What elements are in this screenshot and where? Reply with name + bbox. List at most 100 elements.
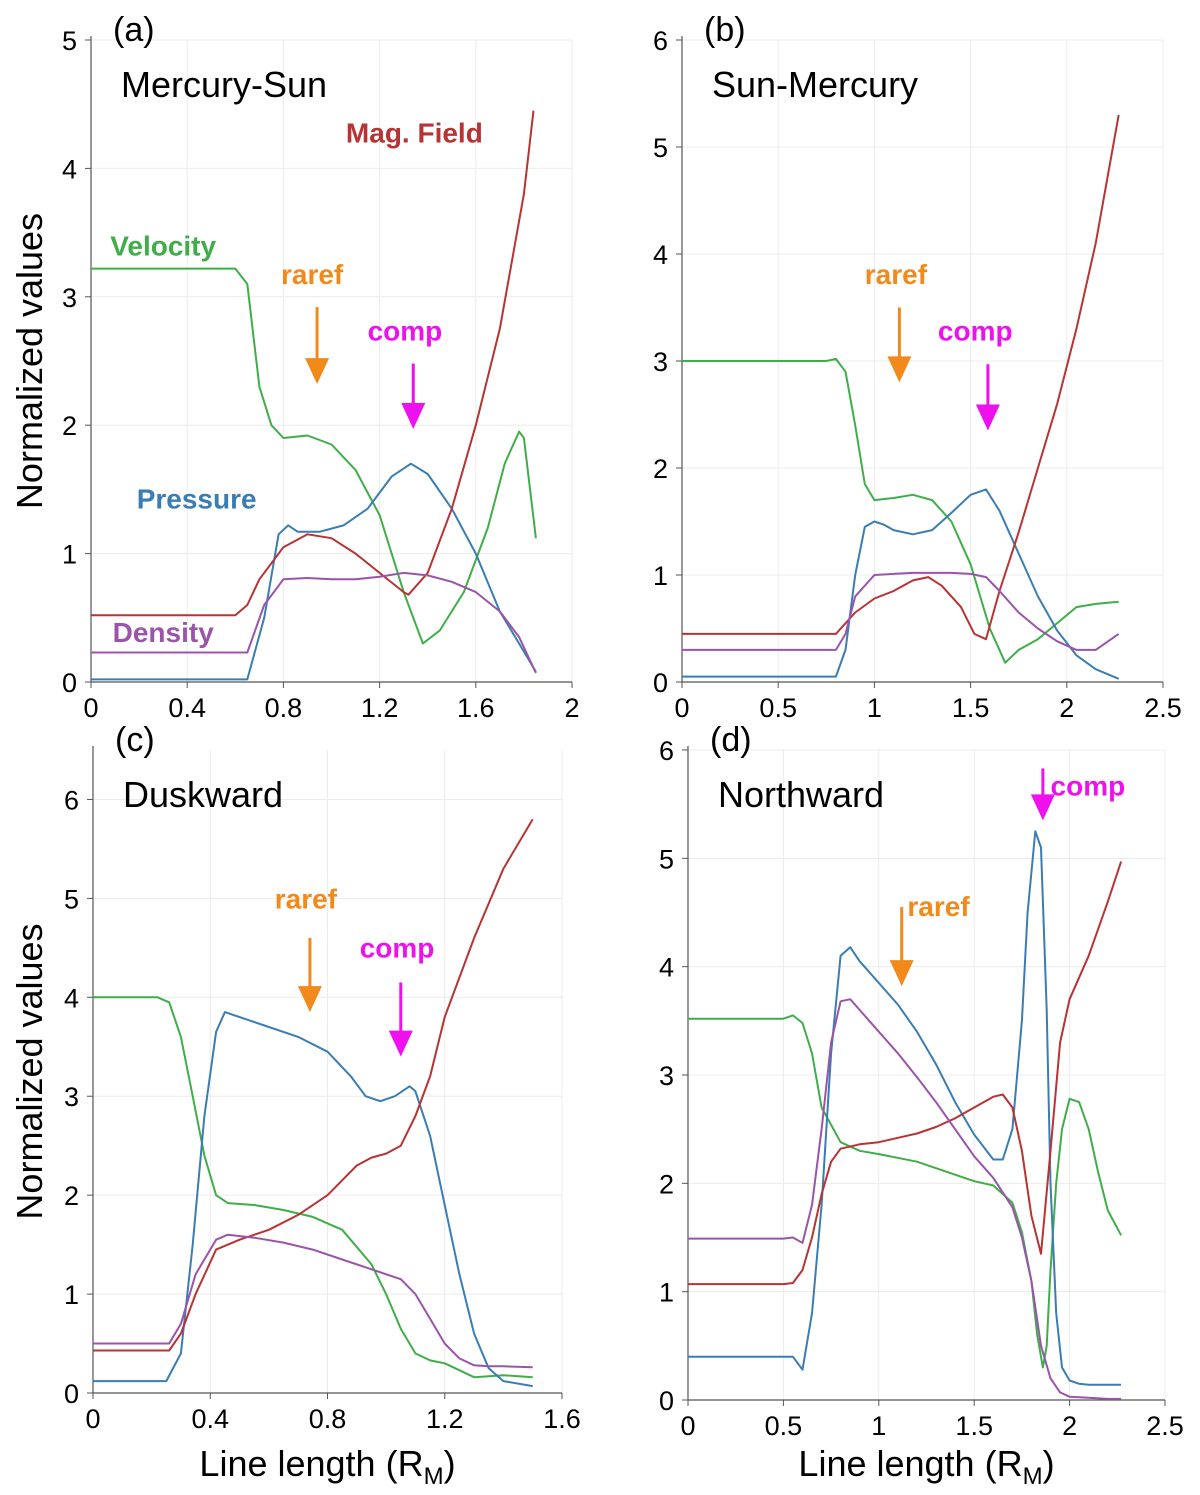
x-tick-label: 1.2 bbox=[426, 1404, 464, 1434]
x-tick-label: 1.6 bbox=[543, 1404, 581, 1434]
series-line-density bbox=[688, 998, 1122, 1400]
x-tick-label: 1.2 bbox=[361, 693, 399, 723]
y-tick-label: 1 bbox=[653, 561, 668, 591]
y-tick-label: 1 bbox=[62, 540, 77, 570]
y-tick-label: 4 bbox=[653, 240, 668, 270]
x-tick-label: 2.5 bbox=[1144, 693, 1182, 723]
x-tick-label: 0 bbox=[83, 693, 98, 723]
y-tick-label: 5 bbox=[659, 844, 674, 874]
x-axis-title-main: Line length (R bbox=[199, 1443, 423, 1484]
y-axis-title: Normalized values bbox=[9, 213, 50, 509]
x-tick-label: 0.4 bbox=[191, 1404, 229, 1434]
series-line-mag-field bbox=[688, 861, 1123, 1286]
y-tick-label: 0 bbox=[659, 1386, 674, 1416]
y-tick-label: 6 bbox=[659, 736, 674, 766]
y-tick-label: 4 bbox=[64, 983, 79, 1013]
series-line-density bbox=[91, 571, 537, 674]
x-axis-title-subscript: M bbox=[424, 1463, 444, 1490]
series-line-density bbox=[93, 1233, 533, 1369]
x-tick-label: 1.6 bbox=[457, 693, 495, 723]
x-tick-label: 1.5 bbox=[952, 693, 990, 723]
series-line-pressure bbox=[688, 830, 1122, 1386]
series-label-density: Density bbox=[113, 617, 215, 648]
annotation-arrow-head bbox=[975, 404, 1000, 431]
panel-tag: (d) bbox=[710, 721, 752, 759]
x-axis-title-close: ) bbox=[444, 1443, 456, 1484]
panel-title: Duskward bbox=[123, 774, 283, 815]
panel-c: 0 0.4 0.8 1.2 1.6 0 1 2 3 4 5 6 (c) Duskward raref comp… bbox=[9, 721, 581, 1490]
x-tick-label: 0.5 bbox=[759, 693, 797, 723]
x-axis-title-close: ) bbox=[1043, 1443, 1055, 1484]
y-tick-label: 3 bbox=[659, 1061, 674, 1091]
y-tick-label: 3 bbox=[64, 1082, 79, 1112]
x-tick-label: 2 bbox=[564, 693, 579, 723]
annotation-arrow-head bbox=[305, 358, 330, 385]
x-tick-label: 1.5 bbox=[955, 1411, 993, 1441]
y-tick-label: 4 bbox=[659, 953, 674, 983]
x-axis-title-main: Line length (R bbox=[798, 1443, 1022, 1484]
annotation-arrow-head bbox=[388, 1030, 413, 1057]
y-tick-label: 4 bbox=[62, 154, 77, 184]
panel-tag: (a) bbox=[113, 11, 155, 49]
annotation-arrow-head bbox=[401, 403, 426, 430]
y-tick-label: 5 bbox=[62, 26, 77, 56]
x-tick-label: 0 bbox=[680, 1411, 695, 1441]
y-tick-label: 3 bbox=[653, 347, 668, 377]
x-tick-label: 1 bbox=[867, 693, 882, 723]
y-tick-label: 0 bbox=[62, 668, 77, 698]
annotation-comp: comp bbox=[368, 315, 443, 346]
y-tick-label: 0 bbox=[653, 668, 668, 698]
chart-layer: 0 0.4 0.8 1.2 1.6 2 0 1 2 3 4 5 (a) Mercury-Sun Veloci… bbox=[9, 11, 1184, 1490]
series-line-mag-field bbox=[682, 114, 1120, 641]
x-axis-title: Line length (RM) bbox=[798, 1443, 1054, 1490]
x-tick-label: 0 bbox=[85, 1404, 100, 1434]
y-tick-label: 2 bbox=[64, 1181, 79, 1211]
annotation-comp: comp bbox=[360, 933, 435, 964]
series-line-velocity bbox=[688, 1014, 1122, 1369]
panel-tag: (b) bbox=[704, 11, 746, 49]
annotation-raref: raref bbox=[907, 891, 970, 922]
annotation-raref: raref bbox=[281, 259, 344, 290]
x-tick-label: 0.5 bbox=[765, 1411, 803, 1441]
series-line-mag-field bbox=[91, 110, 535, 617]
annotation-arrow-head bbox=[297, 986, 322, 1013]
x-tick-label: 2 bbox=[1062, 1411, 1077, 1441]
y-tick-label: 2 bbox=[62, 411, 77, 441]
annotation-arrow-head bbox=[1030, 794, 1055, 821]
series-line-velocity bbox=[91, 267, 537, 645]
annotation-arrow-head bbox=[887, 356, 912, 383]
x-tick-label: 0 bbox=[674, 693, 689, 723]
y-axis-title: Normalized values bbox=[9, 923, 50, 1219]
series-line-pressure bbox=[93, 1011, 533, 1388]
series-line-pressure bbox=[91, 462, 537, 681]
series-line-velocity bbox=[93, 996, 533, 1379]
panel-title: Mercury-Sun bbox=[121, 64, 327, 105]
annotation-raref: raref bbox=[275, 883, 338, 914]
panel-title: Northward bbox=[718, 774, 884, 815]
series-line-pressure bbox=[682, 488, 1120, 680]
panel-b: 0 0.5 1 1.5 2 2.5 0 1 2 3 4 5 6 (b) Sun-Mercury rarefco… bbox=[653, 11, 1182, 723]
y-tick-label: 2 bbox=[653, 454, 668, 484]
series-label-mag-field: Mag. Field bbox=[346, 118, 483, 149]
x-tick-label: 2.5 bbox=[1146, 1411, 1184, 1441]
y-tick-label: 5 bbox=[653, 133, 668, 163]
panel-a: 0 0.4 0.8 1.2 1.6 2 0 1 2 3 4 5 (a) Mercury-Sun Veloci… bbox=[9, 11, 580, 723]
y-tick-label: 6 bbox=[653, 26, 668, 56]
y-tick-label: 3 bbox=[62, 283, 77, 313]
x-tick-label: 0.8 bbox=[265, 693, 303, 723]
annotation-comp: comp bbox=[938, 316, 1013, 347]
y-tick-label: 5 bbox=[64, 884, 79, 914]
x-tick-label: 0.4 bbox=[168, 693, 206, 723]
annotation-raref: raref bbox=[865, 259, 928, 290]
annotation-arrow-head bbox=[889, 960, 914, 987]
x-tick-label: 2 bbox=[1059, 693, 1074, 723]
y-tick-label: 6 bbox=[64, 785, 79, 815]
x-tick-label: 0.8 bbox=[309, 1404, 347, 1434]
panel-title: Sun-Mercury bbox=[712, 64, 918, 105]
annotation-comp: comp bbox=[1051, 771, 1126, 802]
panel-d: 0 0.5 1 1.5 2 2.5 0 1 2 3 4 5 6 (d) Northward raref comp… bbox=[659, 721, 1184, 1490]
series-label-pressure: Pressure bbox=[137, 484, 257, 515]
x-axis-title-subscript: M bbox=[1023, 1463, 1043, 1490]
x-axis-title: Line length (RM) bbox=[199, 1443, 455, 1490]
